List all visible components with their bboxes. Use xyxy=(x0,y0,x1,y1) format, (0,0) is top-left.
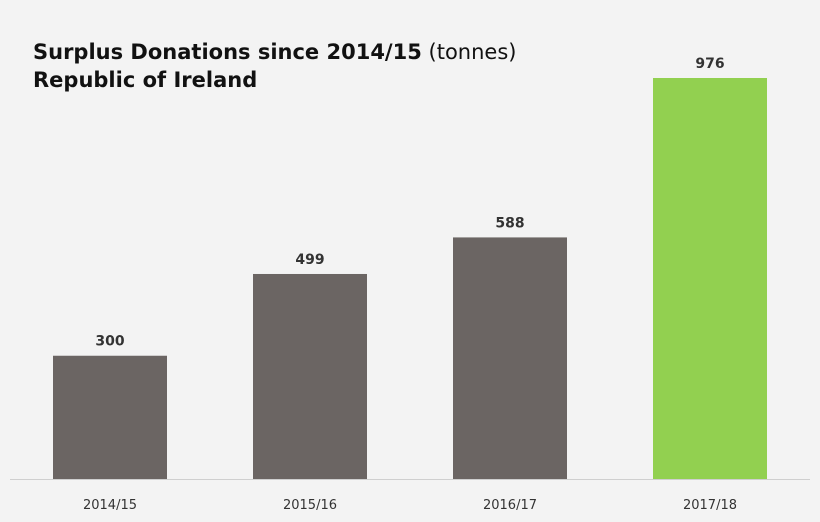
chart-title-text: Surplus Donations since 2014/15 xyxy=(33,40,422,64)
x-tick-label-2014-15: 2014/15 xyxy=(83,498,137,513)
bar-2014-15 xyxy=(53,355,167,479)
bar-2015-16 xyxy=(253,273,367,479)
x-tick-label-2015-16: 2015/16 xyxy=(283,498,337,513)
chart-subtitle: Republic of Ireland xyxy=(33,68,258,92)
chart-title: Surplus Donations since 2014/15 (tonnes) xyxy=(33,38,516,66)
x-tick-label-2016-17: 2016/17 xyxy=(483,498,537,513)
data-label-2015-16: 499 xyxy=(295,252,324,268)
chart-title-block: Surplus Donations since 2014/15 (tonnes)… xyxy=(33,38,516,94)
bar-2017-18 xyxy=(653,78,767,479)
data-label-2017-18: 976 xyxy=(695,56,724,72)
bar-2016-17 xyxy=(453,237,567,479)
data-label-2016-17: 588 xyxy=(495,215,524,231)
x-tick-label-2017-18: 2017/18 xyxy=(683,498,737,513)
data-label-2014-15: 300 xyxy=(95,334,124,350)
chart-title-unit: (tonnes) xyxy=(428,40,517,64)
